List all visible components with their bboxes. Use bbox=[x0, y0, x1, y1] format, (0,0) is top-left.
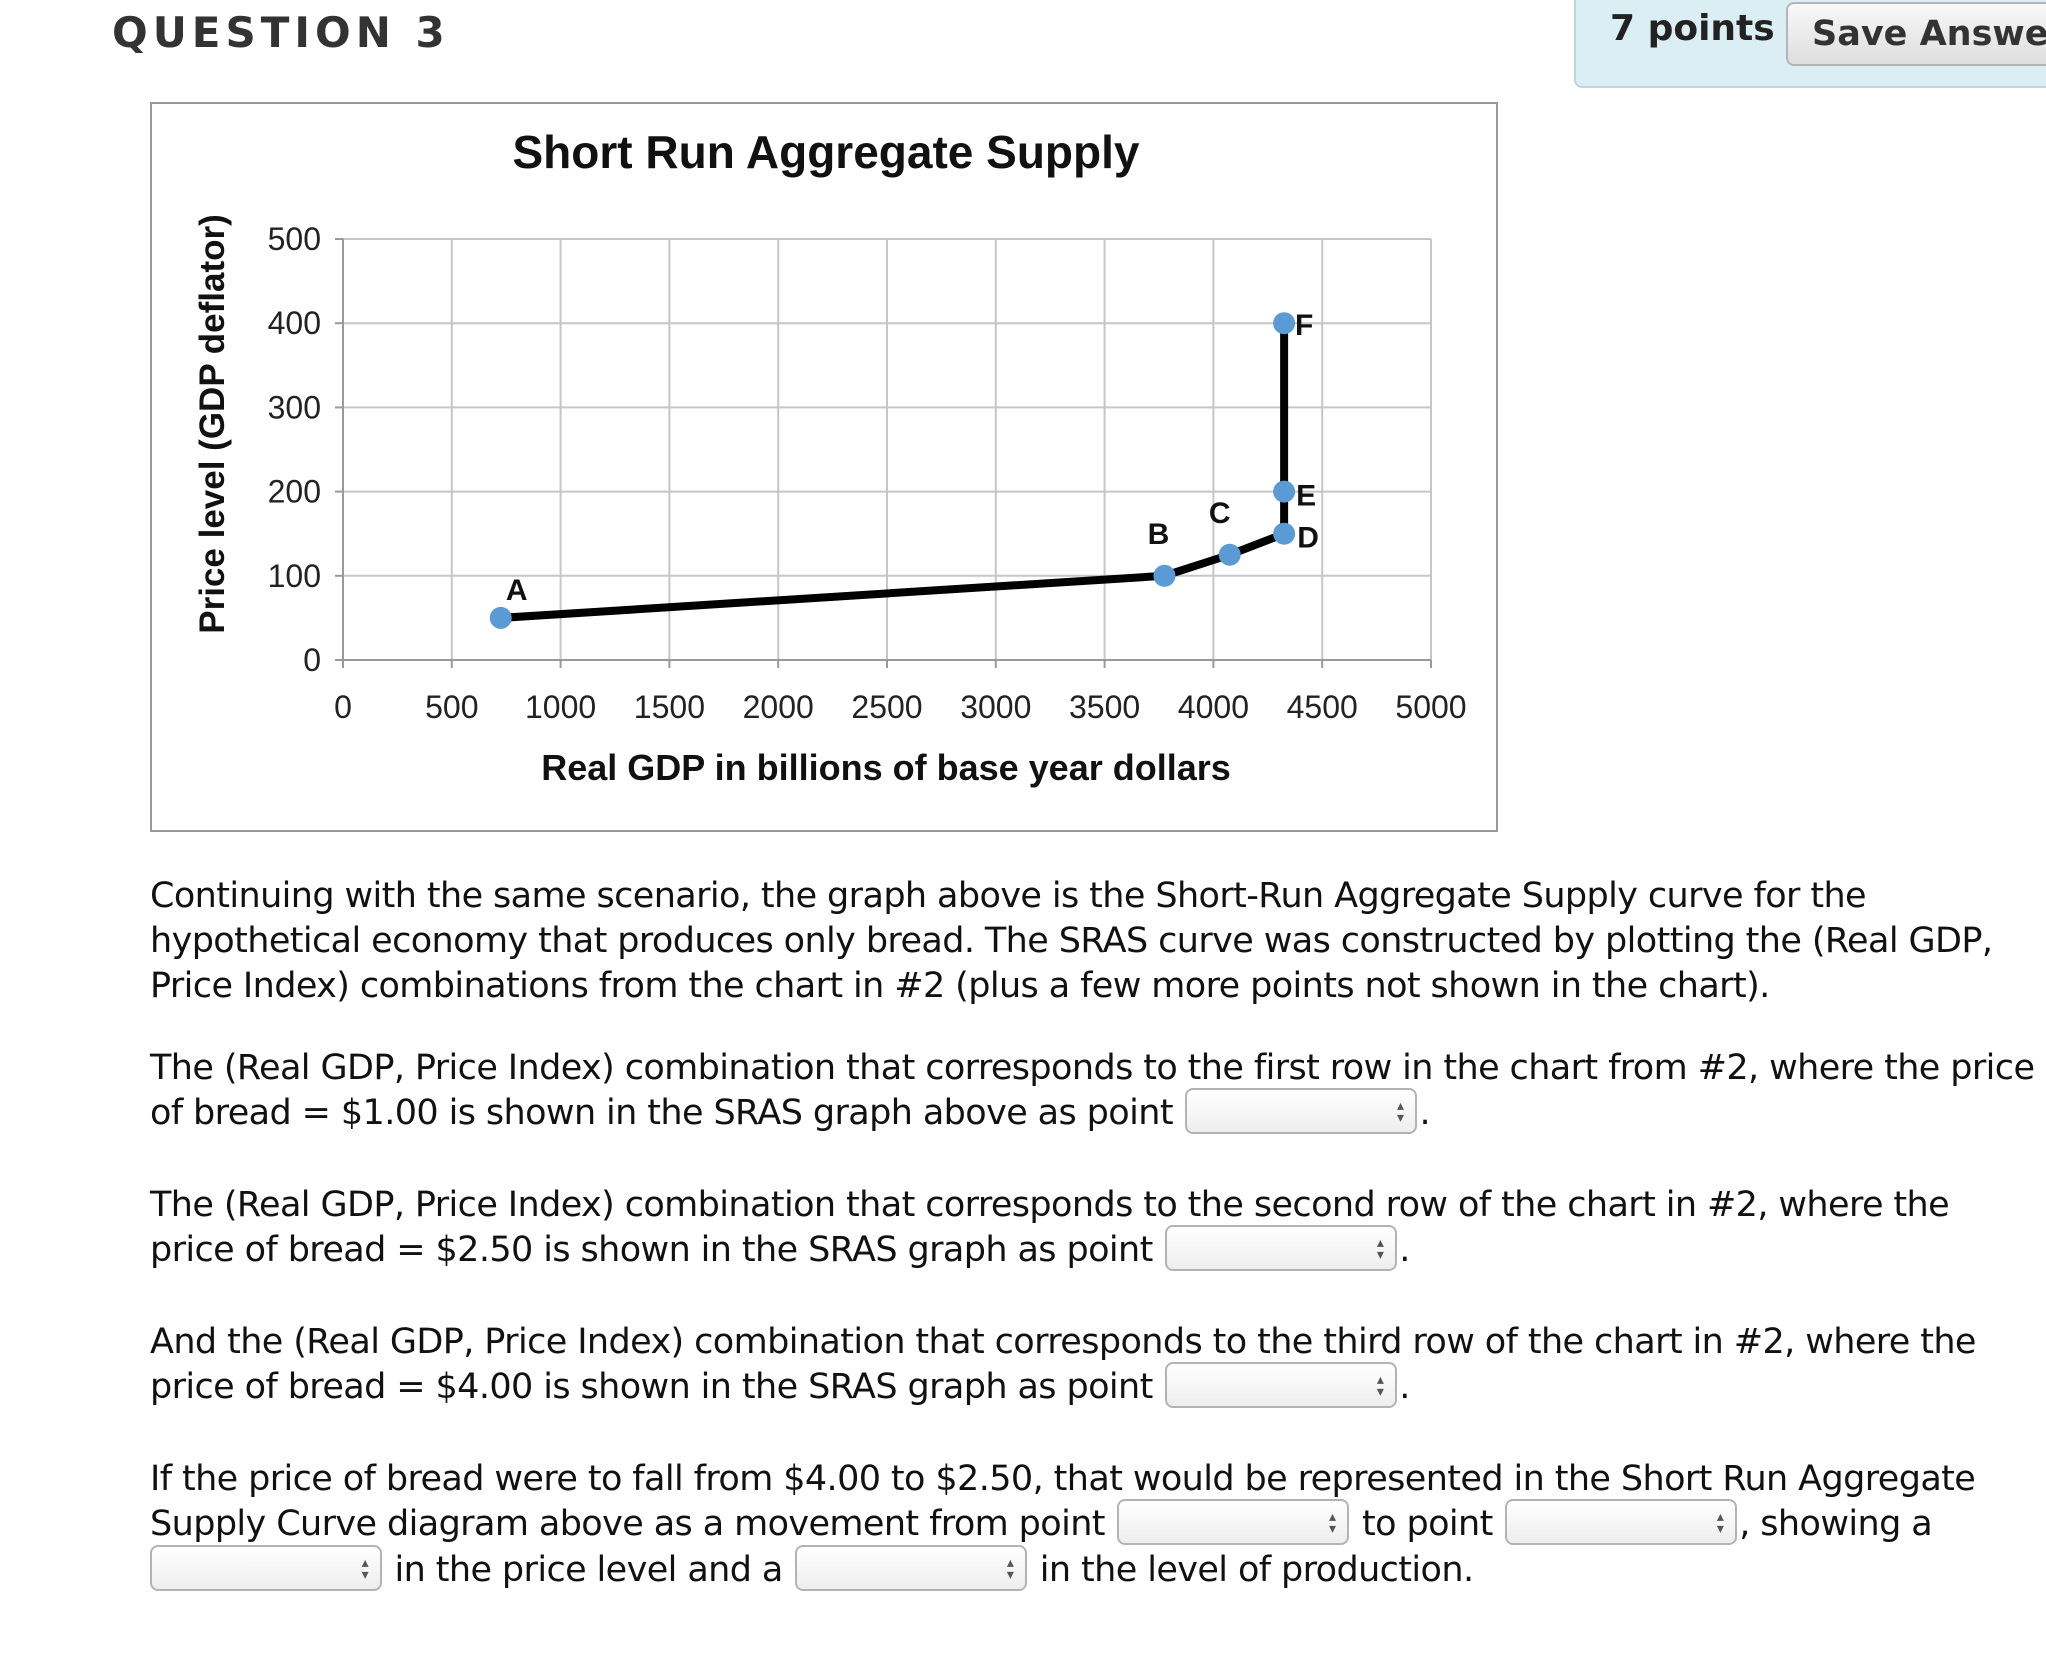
chart-title: Short Run Aggregate Supply bbox=[513, 126, 1140, 178]
q3-line-1: And the (Real GDP, Price Index) combinat… bbox=[150, 1322, 1976, 1362]
q2-line-2: price of bread = $2.50 is shown in the S… bbox=[150, 1230, 1153, 1270]
intro-line-3: Price Index) combinations from the chart… bbox=[150, 966, 1770, 1006]
q4-production-change-select[interactable]: ▴ ▾ bbox=[795, 1545, 1028, 1591]
x-tick-label: 0 bbox=[334, 689, 352, 725]
select-arrows-icon: ▴ ▾ bbox=[361, 1555, 369, 1583]
q4-line-1: If the price of bread were to fall from … bbox=[150, 1459, 1976, 1499]
question-price-fall: If the price of bread were to fall from … bbox=[150, 1457, 2046, 1600]
sras-curve-line bbox=[500, 323, 1289, 622]
x-tick-label: 1000 bbox=[525, 689, 596, 725]
x-tick-label: 1500 bbox=[634, 689, 705, 725]
x-tick-label: 4500 bbox=[1287, 689, 1358, 725]
chart-grid bbox=[342, 238, 1432, 661]
point-e-marker bbox=[1273, 480, 1296, 503]
x-tick-label: 4000 bbox=[1178, 689, 1249, 725]
points-label: 7 points bbox=[1610, 8, 1775, 49]
x-tick-label: 3500 bbox=[1069, 689, 1140, 725]
q1-line-1: The (Real GDP, Price Index) combination … bbox=[150, 1048, 2035, 1088]
select-arrows-icon: ▴ ▾ bbox=[1716, 1509, 1724, 1537]
point-d-label: D bbox=[1297, 522, 1319, 555]
point-f-label: F bbox=[1295, 309, 1313, 342]
q2-end: . bbox=[1399, 1230, 1410, 1270]
select-arrows-icon: ▴ ▾ bbox=[1376, 1372, 1384, 1400]
y-tick-label: 400 bbox=[268, 305, 321, 341]
q1-point-select[interactable]: ▴ ▾ bbox=[1185, 1088, 1418, 1134]
x-tick-label: 500 bbox=[425, 689, 478, 725]
intro-line-2: hypothetical economy that produces only … bbox=[150, 921, 1993, 961]
y-tick-label: 0 bbox=[303, 642, 321, 678]
point-a-label: A bbox=[506, 574, 528, 607]
q4-price-change-select[interactable]: ▴ ▾ bbox=[150, 1545, 382, 1591]
save-answer-button[interactable]: Save Answer bbox=[1786, 2, 2046, 66]
question-second-row: The (Real GDP, Price Index) combination … bbox=[150, 1183, 2046, 1274]
y-tick-label: 300 bbox=[268, 389, 321, 425]
point-b-marker bbox=[1153, 564, 1176, 587]
point-b-label: B bbox=[1148, 518, 1170, 551]
chart-series: A B C DE F bbox=[489, 309, 1319, 629]
q2-line-1: The (Real GDP, Price Index) combination … bbox=[150, 1185, 1950, 1225]
q1-line-2: of bread = $1.00 is shown in the SRAS gr… bbox=[150, 1093, 1174, 1133]
q3-end: . bbox=[1399, 1367, 1410, 1407]
sras-chart: 0 500 1000 1500 2000 2500 3000 3500 4000 4500 5000… bbox=[150, 102, 1498, 832]
select-arrows-icon: ▴ ▾ bbox=[1006, 1555, 1014, 1583]
q4-line-2-c: , showing a bbox=[1739, 1504, 1933, 1544]
point-c-marker bbox=[1218, 543, 1241, 566]
y-tick-label: 100 bbox=[268, 558, 321, 594]
q3-line-2: price of bread = $4.00 is shown in the S… bbox=[150, 1367, 1153, 1407]
point-e-label: E bbox=[1296, 480, 1316, 513]
select-arrows-icon: ▴ ▾ bbox=[1376, 1235, 1384, 1263]
q4-to-point-select[interactable]: ▴ ▾ bbox=[1505, 1499, 1738, 1545]
question-third-row: And the (Real GDP, Price Index) combinat… bbox=[150, 1320, 2046, 1411]
q1-end: . bbox=[1419, 1093, 1431, 1133]
q4-line-3-b: in the level of production. bbox=[1039, 1550, 1474, 1590]
point-c-label: C bbox=[1209, 497, 1231, 530]
q2-point-select[interactable]: ▴ ▾ bbox=[1165, 1225, 1398, 1271]
question-first-row: The (Real GDP, Price Index) combination … bbox=[150, 1046, 2046, 1137]
q4-line-3-a: in the price level and a bbox=[394, 1550, 784, 1590]
question-title: QUESTION 3 bbox=[112, 8, 450, 57]
point-f-marker bbox=[1273, 312, 1296, 335]
q4-line-2-b: to point bbox=[1361, 1504, 1493, 1544]
point-d-marker bbox=[1273, 522, 1296, 545]
q3-point-select[interactable]: ▴ ▾ bbox=[1165, 1362, 1398, 1408]
select-arrows-icon: ▴ ▾ bbox=[1329, 1509, 1336, 1537]
select-arrows-icon: ▴ ▾ bbox=[1397, 1098, 1404, 1126]
y-axis-label: Price level (GDP deflator) bbox=[193, 214, 232, 634]
q4-from-point-select[interactable]: ▴ ▾ bbox=[1117, 1499, 1350, 1545]
intro-paragraph: Continuing with the same scenario, the g… bbox=[150, 874, 2046, 1009]
x-tick-label: 3000 bbox=[960, 689, 1031, 725]
x-tick-label: 5000 bbox=[1395, 689, 1466, 725]
point-a-marker bbox=[489, 606, 512, 629]
x-tick-label: 2000 bbox=[743, 689, 814, 725]
q4-line-2-a: Supply Curve diagram above as a movement… bbox=[150, 1504, 1106, 1544]
sras-chart-svg: 0 500 1000 1500 2000 2500 3000 3500 4000 4500 5000… bbox=[193, 126, 1467, 788]
chart-axes: 0 500 1000 1500 2000 2500 3000 3500 4000 4500 5000… bbox=[268, 221, 1467, 725]
x-axis-label: Real GDP in billions of base year dollar… bbox=[541, 747, 1231, 788]
intro-line-1: Continuing with the same scenario, the g… bbox=[150, 876, 1867, 916]
y-tick-label: 200 bbox=[268, 474, 321, 510]
x-tick-label: 2500 bbox=[851, 689, 922, 725]
y-tick-label: 500 bbox=[268, 221, 321, 257]
